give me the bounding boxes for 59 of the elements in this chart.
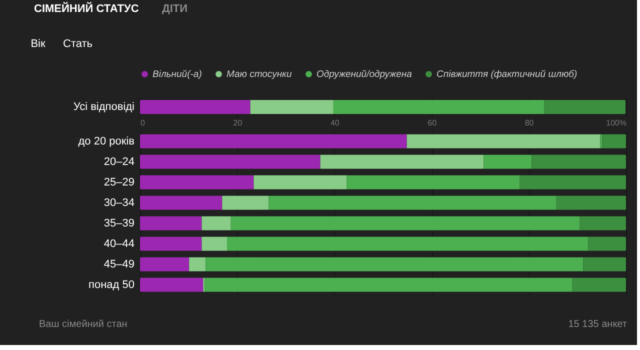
y-tick-label: 45–49	[104, 258, 134, 270]
y-tick-label: понад 50	[88, 278, 134, 291]
text: Вік	[30, 38, 46, 50]
bar	[254, 175, 347, 190]
bar	[520, 175, 626, 190]
text: ДІТИ	[162, 3, 188, 15]
x-tick-label: 80	[524, 118, 534, 128]
bar	[484, 154, 532, 169]
bar	[230, 216, 580, 230]
bar	[204, 278, 572, 292]
y-tick-label: 20–24	[104, 156, 134, 168]
bar	[532, 154, 626, 169]
bar	[202, 216, 231, 230]
y-tick-label: Усі відповіді	[73, 101, 134, 113]
legend-label: Маю стосунки	[226, 69, 293, 80]
bar	[333, 100, 544, 114]
bar	[268, 196, 556, 210]
x-tick-label: 60	[428, 118, 438, 128]
bar	[140, 175, 254, 190]
bar	[189, 257, 206, 272]
x-tick-label: 0	[140, 118, 146, 128]
bar	[140, 236, 202, 251]
x-tick-label: 100%	[606, 118, 626, 128]
bar	[250, 100, 334, 114]
x-tick-label: 40	[330, 118, 340, 128]
bar	[140, 154, 320, 169]
bar	[226, 236, 588, 251]
y-tick-label: 25–29	[104, 176, 134, 188]
bar	[320, 154, 484, 169]
bar	[556, 196, 626, 210]
legend-label: Вільний(-а)	[152, 69, 202, 80]
bar	[406, 134, 600, 148]
bar	[588, 236, 626, 251]
text: 15 135 анкет	[568, 319, 628, 330]
y-tick-label: 40–44	[104, 238, 134, 250]
bar	[140, 257, 190, 272]
legend-label: Одружений/одружена	[316, 69, 412, 80]
bar	[583, 257, 626, 272]
bar	[580, 216, 626, 230]
bar	[206, 257, 584, 272]
bar	[140, 134, 407, 148]
bar	[346, 175, 520, 190]
x-tick-label: 20	[233, 118, 243, 128]
text: Стать	[63, 38, 93, 50]
y-tick-label: до 20 років	[78, 135, 135, 148]
bar	[140, 196, 222, 210]
bar	[602, 134, 626, 148]
y-tick-label: 35–39	[104, 217, 134, 230]
y-tick-label: 30–34	[104, 196, 134, 209]
bar	[140, 278, 204, 292]
bar	[140, 216, 202, 230]
bar	[572, 278, 626, 292]
legend-label: Співжиття (фактичний шлюб)	[436, 69, 578, 80]
bar	[202, 236, 227, 251]
bar	[544, 100, 626, 114]
bar	[140, 100, 250, 114]
text: СІМЕЙНИЙ СТАТУС	[34, 2, 139, 15]
text: Ваш сімейний стан	[39, 319, 128, 330]
bar	[222, 196, 269, 210]
